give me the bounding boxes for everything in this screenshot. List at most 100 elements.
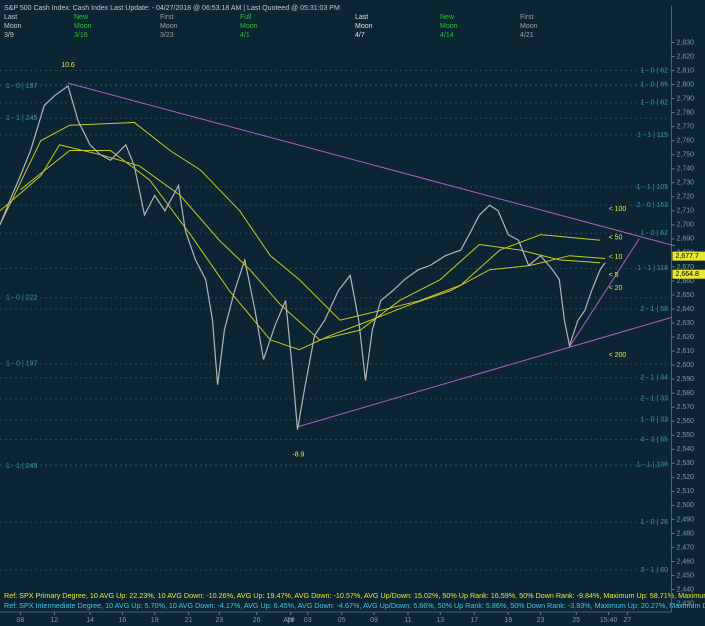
y-tick-label: 2,730: [677, 180, 695, 187]
y-tick-label: 2,550: [677, 432, 695, 439]
annotation: < 5: [609, 272, 619, 279]
y-tick-label: 2,470: [677, 544, 695, 551]
y-tick-label: 2,750: [677, 152, 695, 159]
trendline: [569, 238, 640, 348]
x-tick-label: Apr: [283, 617, 295, 624]
moon-phase: New: [440, 14, 455, 21]
y-tick-label: 2,640: [677, 306, 695, 313]
moon-label: Moon: [520, 23, 538, 30]
x-tick-label: 17: [470, 617, 478, 624]
y-tick-label: 2,620: [677, 334, 695, 341]
moon-date: 3/23: [160, 32, 174, 39]
x-tick-label: 13: [436, 617, 444, 624]
moving-average: [0, 144, 601, 341]
moon-phase: Last: [4, 14, 17, 21]
header-title: S&P 500 Cash Index: Cash Index Last Upda…: [4, 5, 340, 12]
moon-date: 4/1: [240, 32, 250, 39]
y-tick-label: 2,810: [677, 67, 695, 74]
y-tick-label: 2,690: [677, 236, 695, 243]
x-tick-label: 16: [119, 617, 127, 624]
y-tick-label: 2,710: [677, 208, 695, 215]
level-label: 1 - 0 | 85: [640, 81, 668, 88]
moon-phase: First: [520, 14, 534, 21]
y-tick-label: 2,720: [677, 194, 695, 201]
moon-date: 4/7: [355, 32, 365, 39]
annotation: 10.6: [61, 62, 75, 69]
level-label: 1 - 0 | 82: [640, 100, 668, 107]
x-tick-label: 05: [338, 617, 346, 624]
level-label: 2 - 1 | 58: [640, 306, 668, 313]
level-label: 1 - 0 | 26: [640, 519, 668, 526]
y-tick-label: 2,460: [677, 558, 695, 565]
price-line: [0, 84, 606, 430]
x-tick-label: 28: [287, 617, 295, 624]
level-label: 1 - 1 | 115: [637, 132, 668, 139]
y-tick-label: 2,540: [677, 446, 695, 453]
price-tag-label: 2,664.8: [676, 271, 699, 278]
y-tick-label: 2,500: [677, 502, 695, 509]
x-tick-label: 03: [304, 617, 312, 624]
y-tick-label: 2,660: [677, 278, 695, 285]
x-tick-label: 08: [17, 617, 25, 624]
level-label: 1 - 1 | 245: [6, 115, 38, 122]
level-label: 1 - 0 | 197: [6, 361, 38, 368]
annotation: < 50: [609, 234, 623, 241]
y-tick-label: 2,530: [677, 460, 695, 467]
y-tick-label: 2,650: [677, 292, 695, 299]
y-tick-label: 2,610: [677, 348, 695, 355]
price-tag: [672, 251, 705, 261]
moon-phase: Full: [240, 14, 252, 21]
x-tick-label: 19: [504, 617, 512, 624]
annotation: < 100: [609, 206, 627, 213]
x-tick-label: 09: [370, 617, 378, 624]
level-label: 2 - 1 | 33: [640, 396, 668, 403]
y-tick-label: 2,820: [677, 53, 695, 60]
x-tick-label: 26: [253, 617, 261, 624]
x-tick-label: 23: [215, 617, 223, 624]
annotation: < 10: [609, 254, 623, 261]
level-label: 1 - 0 | 197: [6, 83, 38, 90]
y-tick-label: 2,490: [677, 516, 695, 523]
price-tag: [672, 269, 705, 279]
moon-label: Moon: [4, 23, 22, 30]
y-tick-label: 2,600: [677, 362, 695, 369]
x-tick-label: 12: [51, 617, 59, 624]
y-tick-label: 2,760: [677, 138, 695, 145]
x-tick-label: 25: [572, 617, 580, 624]
level-label: 1 - 0 | 33: [640, 417, 668, 424]
y-tick-label: 2,590: [677, 376, 695, 383]
level-label: 2 - 1 | 34: [640, 375, 668, 382]
y-tick-label: 2,780: [677, 109, 695, 116]
level-label: 1 - 1 | 245: [6, 463, 38, 470]
y-tick-label: 2,480: [677, 530, 695, 537]
level-label: 1 - 0 | 222: [6, 295, 38, 302]
annotation: < 20: [609, 285, 623, 292]
annotation: -8.9: [292, 452, 304, 459]
moon-label: Moon: [240, 23, 258, 30]
y-tick-label: 2,830: [677, 39, 695, 46]
y-tick-label: 2,510: [677, 488, 695, 495]
y-tick-label: 2,790: [677, 95, 695, 102]
moon-phase: Last: [355, 14, 368, 21]
x-tick-label: 14: [86, 617, 94, 624]
moon-label: Moon: [355, 23, 373, 30]
moon-label: Moon: [440, 23, 458, 30]
price-tag-label: 2,677.7: [676, 253, 699, 260]
x-tick-label: 23: [537, 617, 545, 624]
x-tick-label: 11: [404, 617, 411, 624]
footer-line: Ref: SPX Primary Degree, 10 AVG Up: 22.2…: [4, 591, 705, 600]
level-label: 3 - 1 | 60: [640, 567, 668, 574]
moon-phase: New: [74, 14, 89, 21]
y-tick-label: 2,430: [677, 600, 695, 607]
y-tick-label: 2,630: [677, 320, 695, 327]
y-tick-label: 2,740: [677, 166, 695, 173]
x-tick-label: 19: [151, 617, 159, 624]
level-label: 4 - 3 | 55: [640, 436, 668, 443]
moon-date: 4/21: [520, 32, 534, 39]
x-tick-label: 21: [185, 617, 193, 624]
annotation: < 200: [609, 352, 627, 359]
level-label: 1 - 1 | 105: [637, 184, 669, 191]
y-tick-label: 2,450: [677, 572, 695, 579]
